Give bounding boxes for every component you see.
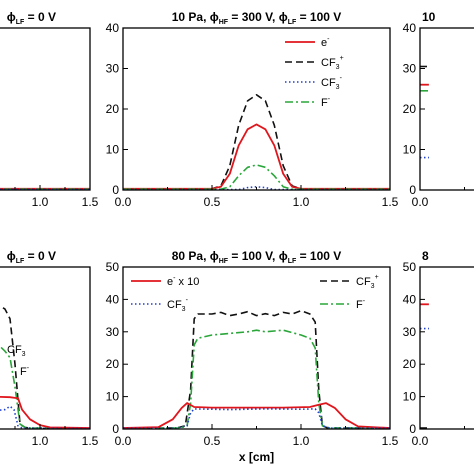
- y-tick-label: 20: [403, 102, 417, 116]
- series-line-cf3p: [123, 94, 390, 190]
- y-tick-label: 20: [106, 357, 120, 371]
- annotation-label: CF3: [7, 344, 26, 358]
- chart-panel-3: 0.00 10 20 30 40 10: [403, 10, 474, 209]
- series-group: [420, 303, 429, 429]
- legend-label-cf3m: CF3-: [321, 75, 343, 91]
- panel-title: 8: [422, 249, 429, 263]
- series-line-cf3p: [123, 309, 390, 429]
- x-tick-label: 1.5: [82, 195, 99, 209]
- y-tick-label: 30: [106, 325, 120, 339]
- legend: e- CF3+ CF3- F-: [285, 36, 344, 109]
- x-tick-label: 0.5: [204, 434, 221, 448]
- plot-frame: [419, 266, 474, 430]
- x-tick-label: 0.0: [412, 434, 429, 448]
- series-line-e: [123, 123, 390, 190]
- y-tick-label: 10: [106, 390, 120, 404]
- x-tick-label: 0.0: [115, 195, 132, 209]
- series-line-cf3p: [0, 188, 90, 190]
- y-tick-label: 30: [403, 325, 417, 339]
- x-tick-label: 1.5: [382, 434, 399, 448]
- y-tick-label: 0: [409, 183, 416, 197]
- x-tick-label: 0.0: [115, 434, 132, 448]
- x-tick-label: 1.5: [382, 195, 399, 209]
- legend: e- x 10 CF3+ CF3- F-: [131, 274, 379, 313]
- legend-label-cf3p: CF3+: [321, 55, 344, 71]
- x-tick-label: 0.5: [204, 195, 221, 209]
- y-tick-label: 40: [403, 21, 417, 35]
- legend-label-e: e- x 10: [167, 275, 199, 288]
- series-line-cf3m: [123, 408, 390, 429]
- y-tick-label: 10: [403, 390, 417, 404]
- legend-label-f: F-: [321, 96, 331, 109]
- plot-frame: [0, 27, 91, 191]
- y-tick-label: 50: [403, 260, 417, 274]
- panel-title: 10: [422, 10, 436, 24]
- y-tick-label: 0: [112, 183, 119, 197]
- y-tick-label: 40: [403, 292, 417, 306]
- legend-label-cf3p: CF3+: [356, 274, 379, 290]
- y-tick-label: 30: [403, 62, 417, 76]
- annotation-label: F-: [20, 365, 30, 378]
- y-tick-label: 20: [106, 102, 120, 116]
- series-line-f: [123, 164, 390, 190]
- y-tick-label: 30: [106, 62, 120, 76]
- x-tick-label: 1.0: [293, 195, 310, 209]
- panel-title: ϕLF = 0 V: [7, 10, 56, 26]
- legend-label-f: F-: [356, 298, 366, 311]
- chart-panel-2: 0.0 0.5 1.0 1.5 0 10 20 30 40 10 Pa, ϕHF = 300 V,…: [106, 10, 399, 209]
- panel-title: ϕLF = 0 V: [7, 249, 56, 265]
- plot-frame: [419, 27, 474, 191]
- legend-label-e: e-: [321, 36, 330, 49]
- legend-label-cf3m: CF3-: [167, 297, 189, 313]
- plot-frame: [122, 266, 391, 430]
- y-tick-label: 0: [409, 422, 416, 436]
- panel-title: 10 Pa, ϕHF = 300 V, ϕLF = 100 V: [172, 10, 342, 26]
- series-group: [123, 309, 390, 429]
- series-line-f: [123, 329, 390, 429]
- y-tick-label: 10: [106, 143, 120, 157]
- y-tick-label: 50: [106, 260, 120, 274]
- series-line-cf3p: [0, 304, 90, 429]
- series-line-cf3m: [0, 405, 90, 429]
- series-group: [0, 304, 90, 429]
- series-line-f: [0, 345, 90, 429]
- chart-panel-6: 0.00 10 20 30 40 50 8: [403, 249, 474, 448]
- chart-panel-5: 0.0 0.5 1.0 1.5 0 10 20 30 40 50 80 Pa, ϕHF = 100 …: [106, 249, 399, 464]
- x-tick-label: 1.0: [32, 434, 49, 448]
- series-line-e: [0, 187, 90, 190]
- x-tick-label: 1.0: [32, 195, 49, 209]
- panel-title: 80 Pa, ϕHF = 100 V, ϕLF = 100 V: [172, 249, 342, 265]
- series-group: [123, 94, 390, 190]
- x-tick-label: 0.0: [412, 195, 429, 209]
- x-tick-label: 1.0: [293, 434, 310, 448]
- y-tick-label: 20: [403, 357, 417, 371]
- series-group: [0, 187, 90, 190]
- y-tick-label: 40: [106, 292, 120, 306]
- series-line-e: [123, 402, 390, 429]
- x-tick-label: 1.5: [82, 434, 99, 448]
- series-group: [420, 65, 429, 159]
- plot-frame: [122, 27, 391, 191]
- y-tick-label: 0: [112, 422, 119, 436]
- series-line-e: [0, 395, 90, 429]
- y-tick-label: 10: [403, 143, 417, 157]
- x-axis-label: x [cm]: [239, 450, 274, 464]
- y-tick-label: 40: [106, 21, 120, 35]
